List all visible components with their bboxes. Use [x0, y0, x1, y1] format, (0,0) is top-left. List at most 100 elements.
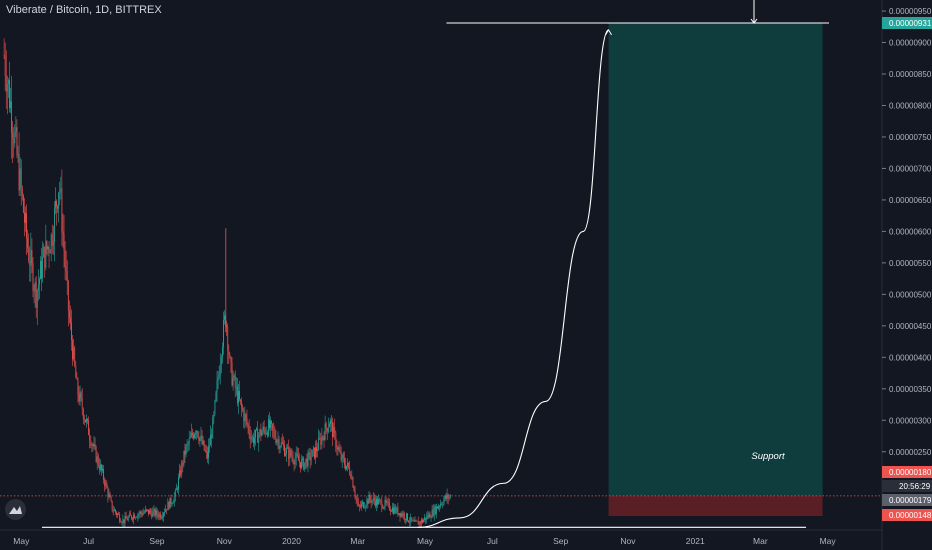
candle-body: [387, 501, 389, 503]
candle-body: [87, 418, 88, 421]
candle-body: [227, 326, 229, 351]
candle-body: [66, 271, 68, 282]
candle-body: [205, 451, 207, 453]
candle-body: [195, 432, 197, 435]
candle-body: [415, 520, 417, 522]
candle-body: [340, 452, 342, 461]
candle-body: [356, 498, 358, 503]
candle-body: [358, 505, 360, 507]
candle-body: [26, 213, 27, 239]
candle-body: [157, 514, 159, 518]
candle-body: [33, 290, 35, 292]
candle-body: [377, 498, 378, 505]
candle-body: [36, 290, 38, 308]
candle-body: [448, 496, 450, 499]
candle-body: [259, 429, 261, 435]
candle-body: [374, 501, 376, 506]
candle-body: [151, 512, 153, 517]
candle-body: [49, 252, 51, 254]
candle-body: [134, 514, 136, 519]
target-arrow-head: [750, 18, 758, 24]
candle-body: [392, 507, 393, 512]
candle-body: [4, 55, 6, 76]
candle-body: [418, 521, 420, 525]
candle-body: [411, 517, 413, 521]
candle-body: [118, 513, 119, 515]
candle-body: [149, 510, 151, 514]
candle-body: [93, 444, 95, 447]
candle-body: [278, 439, 280, 449]
candle-body: [39, 279, 40, 285]
candle-body: [265, 432, 267, 434]
candle-body: [335, 432, 337, 448]
candle-body: [296, 453, 298, 456]
price-tick-label: 0.00000450: [889, 322, 932, 331]
candle-body: [20, 168, 22, 189]
time-tick-label: Nov: [217, 536, 233, 546]
candle-body: [394, 507, 396, 514]
candle-body: [34, 282, 36, 292]
candle-body: [417, 520, 419, 525]
candle-body: [201, 435, 203, 444]
candle-body: [146, 509, 147, 511]
candle-body: [154, 509, 156, 516]
stop-zone[interactable]: [608, 495, 823, 516]
candle-body: [139, 511, 141, 514]
price-tick-label: 0.00000500: [889, 290, 932, 299]
candle-body: [144, 509, 146, 513]
candle-body: [447, 494, 449, 499]
candle-body: [117, 513, 118, 515]
candle-body: [299, 460, 300, 463]
candle-body: [212, 417, 214, 439]
target-zone[interactable]: [608, 23, 823, 496]
candle-body: [121, 522, 123, 524]
candle-body: [320, 438, 322, 445]
price-label-text: 0.00000148: [889, 511, 932, 520]
candle-body: [282, 443, 284, 446]
candle-body: [7, 80, 9, 84]
candle-body: [341, 454, 343, 461]
candle-body: [100, 464, 101, 470]
candle-body: [379, 499, 381, 501]
price-tick-label: 0.00000300: [889, 416, 932, 425]
candle-body: [378, 499, 380, 505]
candle-body: [226, 324, 228, 327]
tradingview-logo-icon[interactable]: [5, 499, 26, 520]
candle-body: [324, 423, 326, 441]
candle-body: [365, 505, 367, 508]
price-label-box: [882, 509, 932, 521]
candle-body: [426, 515, 428, 520]
candle-body: [395, 507, 397, 513]
price-axis[interactable]: [882, 0, 932, 550]
candle-body: [70, 317, 71, 323]
candle-body: [210, 434, 212, 446]
candle-body: [368, 494, 370, 504]
candle-body: [349, 467, 351, 474]
price-label-box: [882, 494, 932, 506]
candle-body: [162, 516, 163, 518]
price-tick-label: 0.00000700: [889, 164, 932, 173]
candle-body: [233, 375, 235, 379]
candle-body: [242, 407, 244, 411]
candle-body: [287, 447, 289, 449]
candle-body: [314, 447, 315, 459]
projection-curve[interactable]: [417, 29, 610, 528]
candle-body: [263, 426, 265, 430]
candle-body: [422, 519, 423, 523]
candle-body: [443, 499, 445, 505]
candle-body: [428, 513, 430, 518]
candle-body: [160, 517, 162, 519]
candle-body: [6, 83, 8, 92]
candle-body: [445, 495, 447, 499]
candle-body: [271, 421, 273, 424]
candle-body: [166, 509, 168, 511]
candle-body: [27, 238, 29, 248]
candle-body: [71, 322, 72, 341]
candle-body: [279, 446, 281, 449]
price-tick-label: 0.00000950: [889, 7, 932, 16]
candle-body: [231, 362, 233, 386]
candle-body: [14, 131, 16, 144]
support-annotation[interactable]: Support: [751, 451, 785, 462]
candle-body: [325, 423, 327, 429]
